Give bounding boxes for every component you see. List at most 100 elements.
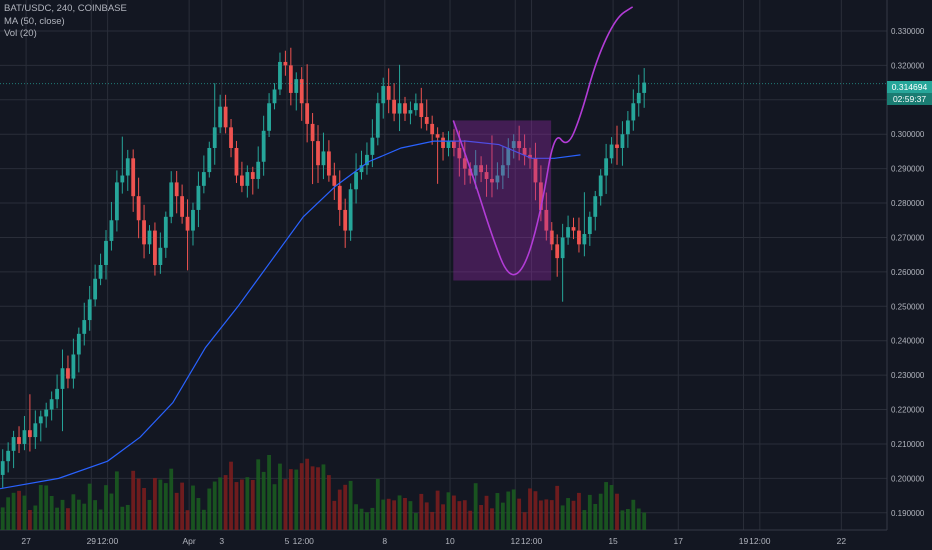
candle-body — [571, 227, 576, 231]
candle-body — [468, 168, 473, 176]
time-tick-label: 17 — [674, 536, 684, 546]
candle-body — [549, 230, 554, 245]
candle-body — [555, 244, 560, 259]
candle-body — [207, 147, 212, 173]
pattern-rectangle — [453, 120, 552, 281]
volume-bar — [419, 493, 424, 530]
time-tick-label: 8 — [382, 536, 387, 546]
candle-body — [245, 172, 250, 186]
volume-bar — [267, 454, 271, 530]
volume-bar — [430, 511, 435, 530]
volume-bar — [191, 485, 195, 530]
legend-ma[interactable]: MA (50, close) — [4, 15, 65, 27]
volume-bar — [6, 497, 11, 530]
candle-body — [419, 103, 424, 118]
volume-bar — [87, 483, 92, 530]
volume-bar — [533, 491, 538, 530]
candle-body — [430, 123, 435, 135]
volume-bar — [631, 499, 636, 530]
price-tick-label: 0.240000 — [891, 337, 925, 346]
candle-body — [125, 158, 130, 176]
candle-body — [87, 299, 92, 321]
volume-bar — [571, 500, 576, 530]
volume-bar — [234, 482, 239, 530]
volume-bar — [375, 478, 380, 530]
volume-bar — [305, 458, 310, 530]
price-tick-label: 0.220000 — [891, 406, 925, 415]
cup-and-handle-curve — [452, 6, 634, 276]
legend-symbol[interactable]: BAT/USDC, 240, COINBASE — [4, 3, 127, 14]
candle-body — [370, 137, 375, 155]
volume-bar — [408, 501, 413, 530]
volume-bar — [288, 469, 293, 530]
candle-body — [66, 368, 70, 379]
candle-body — [332, 175, 337, 186]
candle-body — [169, 182, 174, 217]
volume-bar — [484, 495, 489, 530]
candle-body — [479, 165, 484, 173]
volume-bar — [549, 500, 554, 530]
price-tick-label: 0.260000 — [891, 268, 925, 277]
volume-bar — [468, 510, 473, 530]
candle-body — [218, 106, 223, 128]
candle-body — [452, 141, 456, 148]
candle-body — [326, 151, 331, 176]
volume-bar — [620, 510, 625, 530]
candle-body — [310, 123, 315, 142]
candle-body — [261, 130, 266, 162]
candle-body — [240, 175, 244, 186]
ma50-line — [0, 140, 581, 490]
volume-bar — [93, 500, 98, 530]
candle-body — [321, 151, 326, 166]
volume-bar — [55, 507, 59, 530]
volume-bar — [343, 484, 348, 530]
volume-bar — [326, 475, 331, 530]
time-tick-label: 12:00 — [97, 536, 119, 546]
candle-body — [577, 230, 581, 245]
candle-body — [538, 182, 543, 210]
candle-body — [299, 79, 304, 104]
candle-body — [593, 196, 598, 217]
countdown-badge: 02:59:37 — [887, 93, 932, 105]
volume-bar — [17, 490, 21, 530]
candle-body — [82, 320, 87, 334]
volume-bar — [278, 463, 282, 530]
candle-body — [180, 196, 185, 217]
legend-vol[interactable]: Vol (20) — [4, 28, 37, 39]
time-tick-label: 5 — [285, 536, 290, 546]
volume-bar — [27, 510, 32, 530]
volume-bar — [446, 492, 451, 530]
volume-bar — [283, 479, 288, 530]
price-tick-label: 0.320000 — [891, 61, 925, 70]
volume-bar — [435, 490, 440, 530]
time-tick-label: 19 — [739, 536, 749, 546]
candle-body — [631, 103, 636, 121]
volume-bar — [392, 500, 397, 530]
volume-bar — [365, 512, 369, 530]
candle-body — [598, 175, 603, 197]
volume-bar — [240, 479, 244, 530]
candle-body — [196, 185, 201, 210]
candle-body — [136, 196, 141, 221]
candle-body — [55, 388, 59, 400]
volume-bar — [272, 484, 277, 530]
volume-bar — [495, 493, 500, 530]
candle-body — [316, 141, 320, 166]
candle-body — [185, 216, 190, 231]
candle-body — [0, 461, 5, 475]
candle-body — [33, 423, 38, 438]
candle-body — [114, 182, 119, 221]
volume-bar — [136, 478, 141, 530]
candle-body — [6, 450, 11, 462]
volume-bar — [44, 485, 49, 530]
volume-bar — [528, 488, 532, 530]
price-tick-label: 0.250000 — [891, 302, 925, 311]
time-tick-label: 15 — [608, 536, 618, 546]
price-tick-label: 0.210000 — [891, 440, 925, 449]
candle-body — [528, 154, 532, 159]
volume-bar — [98, 509, 103, 530]
volume-bar — [229, 461, 233, 530]
candle-body — [223, 106, 228, 128]
